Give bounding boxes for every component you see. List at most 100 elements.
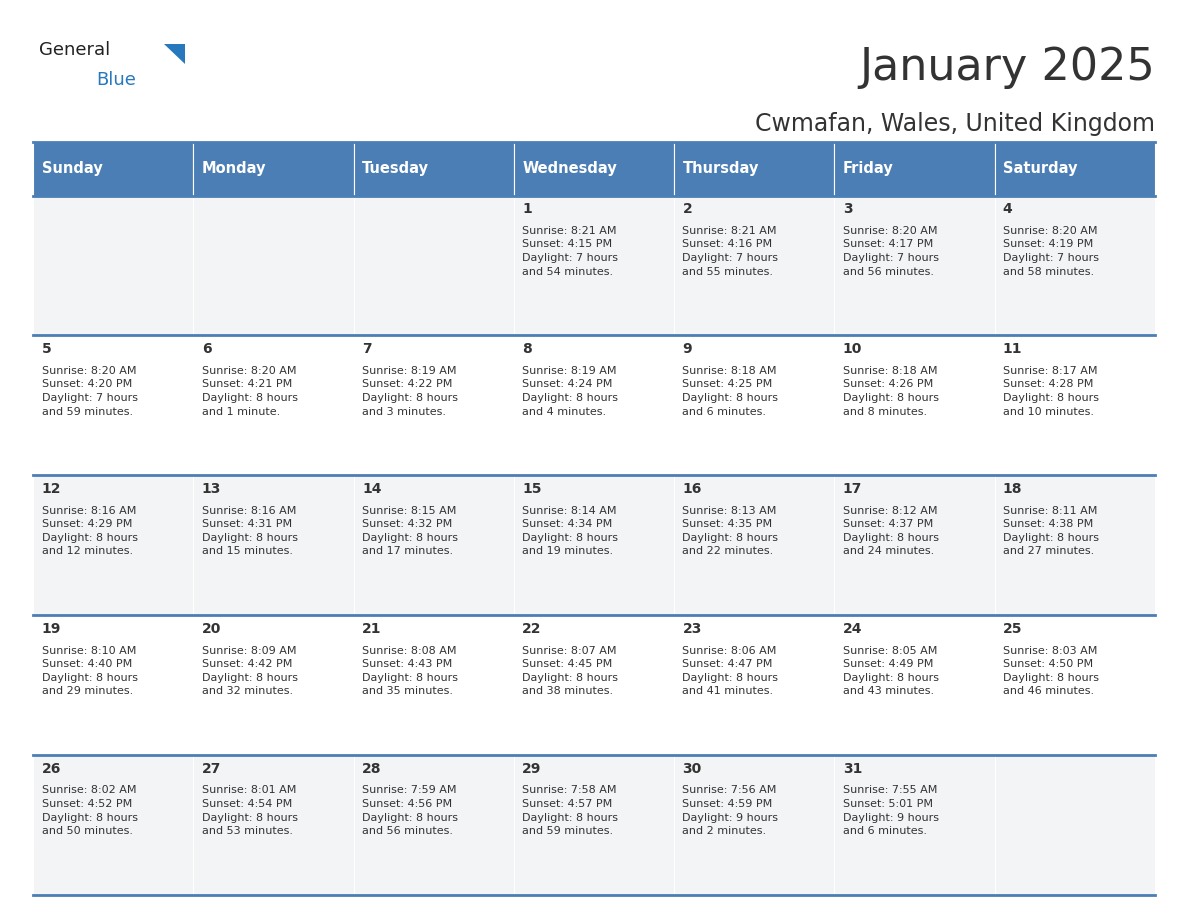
Text: Sunrise: 8:05 AM
Sunset: 4:49 PM
Daylight: 8 hours
and 43 minutes.: Sunrise: 8:05 AM Sunset: 4:49 PM Dayligh…	[842, 645, 939, 697]
Text: 14: 14	[362, 482, 381, 496]
Bar	[354, 476, 514, 615]
Text: 25: 25	[1003, 621, 1023, 635]
Text: 8: 8	[523, 341, 532, 356]
Text: Sunrise: 8:20 AM
Sunset: 4:19 PM
Daylight: 7 hours
and 58 minutes.: Sunrise: 8:20 AM Sunset: 4:19 PM Dayligh…	[1003, 226, 1099, 276]
Bar	[194, 142, 354, 196]
Text: Sunrise: 8:21 AM
Sunset: 4:15 PM
Daylight: 7 hours
and 54 minutes.: Sunrise: 8:21 AM Sunset: 4:15 PM Dayligh…	[523, 226, 618, 276]
Bar	[674, 615, 834, 756]
Text: 23: 23	[682, 621, 702, 635]
Bar	[33, 756, 194, 895]
Bar	[514, 142, 674, 196]
Bar	[674, 756, 834, 895]
Bar	[674, 196, 834, 335]
Text: Sunrise: 8:16 AM
Sunset: 4:29 PM
Daylight: 8 hours
and 12 minutes.: Sunrise: 8:16 AM Sunset: 4:29 PM Dayligh…	[42, 506, 138, 556]
Text: 11: 11	[1003, 341, 1023, 356]
Text: Sunrise: 8:18 AM
Sunset: 4:26 PM
Daylight: 8 hours
and 8 minutes.: Sunrise: 8:18 AM Sunset: 4:26 PM Dayligh…	[842, 365, 939, 417]
Text: 26: 26	[42, 762, 61, 776]
Bar	[834, 335, 994, 476]
Text: Wednesday: Wednesday	[523, 162, 617, 176]
Bar	[33, 615, 194, 756]
Text: Sunrise: 8:16 AM
Sunset: 4:31 PM
Daylight: 8 hours
and 15 minutes.: Sunrise: 8:16 AM Sunset: 4:31 PM Dayligh…	[202, 506, 298, 556]
Text: Sunrise: 8:17 AM
Sunset: 4:28 PM
Daylight: 8 hours
and 10 minutes.: Sunrise: 8:17 AM Sunset: 4:28 PM Dayligh…	[1003, 365, 1099, 417]
Text: Sunrise: 8:20 AM
Sunset: 4:21 PM
Daylight: 8 hours
and 1 minute.: Sunrise: 8:20 AM Sunset: 4:21 PM Dayligh…	[202, 365, 298, 417]
Text: 20: 20	[202, 621, 221, 635]
Text: Sunrise: 8:19 AM
Sunset: 4:24 PM
Daylight: 8 hours
and 4 minutes.: Sunrise: 8:19 AM Sunset: 4:24 PM Dayligh…	[523, 365, 618, 417]
Text: Sunrise: 8:08 AM
Sunset: 4:43 PM
Daylight: 8 hours
and 35 minutes.: Sunrise: 8:08 AM Sunset: 4:43 PM Dayligh…	[362, 645, 459, 697]
Text: Sunrise: 8:02 AM
Sunset: 4:52 PM
Daylight: 8 hours
and 50 minutes.: Sunrise: 8:02 AM Sunset: 4:52 PM Dayligh…	[42, 786, 138, 836]
Text: Sunrise: 8:18 AM
Sunset: 4:25 PM
Daylight: 8 hours
and 6 minutes.: Sunrise: 8:18 AM Sunset: 4:25 PM Dayligh…	[682, 365, 778, 417]
Bar	[194, 615, 354, 756]
Bar	[674, 476, 834, 615]
Text: Sunday: Sunday	[42, 162, 102, 176]
Text: 10: 10	[842, 341, 862, 356]
Bar	[33, 335, 194, 476]
Text: Sunrise: 8:12 AM
Sunset: 4:37 PM
Daylight: 8 hours
and 24 minutes.: Sunrise: 8:12 AM Sunset: 4:37 PM Dayligh…	[842, 506, 939, 556]
Text: Sunrise: 8:19 AM
Sunset: 4:22 PM
Daylight: 8 hours
and 3 minutes.: Sunrise: 8:19 AM Sunset: 4:22 PM Dayligh…	[362, 365, 459, 417]
Polygon shape	[164, 44, 185, 64]
Bar	[994, 335, 1155, 476]
Bar	[354, 196, 514, 335]
Text: 31: 31	[842, 762, 862, 776]
Text: 4: 4	[1003, 202, 1012, 216]
Bar	[514, 756, 674, 895]
Text: Cwmafan, Wales, United Kingdom: Cwmafan, Wales, United Kingdom	[754, 112, 1155, 136]
Text: 30: 30	[682, 762, 702, 776]
Text: Sunrise: 8:15 AM
Sunset: 4:32 PM
Daylight: 8 hours
and 17 minutes.: Sunrise: 8:15 AM Sunset: 4:32 PM Dayligh…	[362, 506, 459, 556]
Text: Sunrise: 8:01 AM
Sunset: 4:54 PM
Daylight: 8 hours
and 53 minutes.: Sunrise: 8:01 AM Sunset: 4:54 PM Dayligh…	[202, 786, 298, 836]
Bar	[674, 142, 834, 196]
Bar	[514, 335, 674, 476]
Bar	[194, 476, 354, 615]
Bar	[194, 196, 354, 335]
Text: Sunrise: 7:59 AM
Sunset: 4:56 PM
Daylight: 8 hours
and 56 minutes.: Sunrise: 7:59 AM Sunset: 4:56 PM Dayligh…	[362, 786, 459, 836]
Bar	[994, 196, 1155, 335]
Text: Sunrise: 8:03 AM
Sunset: 4:50 PM
Daylight: 8 hours
and 46 minutes.: Sunrise: 8:03 AM Sunset: 4:50 PM Dayligh…	[1003, 645, 1099, 697]
Text: Sunrise: 8:06 AM
Sunset: 4:47 PM
Daylight: 8 hours
and 41 minutes.: Sunrise: 8:06 AM Sunset: 4:47 PM Dayligh…	[682, 645, 778, 697]
Text: Sunrise: 8:13 AM
Sunset: 4:35 PM
Daylight: 8 hours
and 22 minutes.: Sunrise: 8:13 AM Sunset: 4:35 PM Dayligh…	[682, 506, 778, 556]
Text: 5: 5	[42, 341, 51, 356]
Bar	[514, 476, 674, 615]
Bar	[994, 142, 1155, 196]
Text: Thursday: Thursday	[682, 162, 759, 176]
Text: 18: 18	[1003, 482, 1023, 496]
Text: Monday: Monday	[202, 162, 266, 176]
Text: 27: 27	[202, 762, 221, 776]
Bar	[674, 335, 834, 476]
Text: 2: 2	[682, 202, 693, 216]
Bar	[33, 142, 194, 196]
Bar	[994, 615, 1155, 756]
Text: 6: 6	[202, 341, 211, 356]
Bar	[33, 476, 194, 615]
Bar	[994, 756, 1155, 895]
Bar	[514, 196, 674, 335]
Text: 13: 13	[202, 482, 221, 496]
Bar	[354, 756, 514, 895]
Bar	[834, 615, 994, 756]
Text: 9: 9	[682, 341, 693, 356]
Text: 1: 1	[523, 202, 532, 216]
Bar	[834, 196, 994, 335]
Text: 29: 29	[523, 762, 542, 776]
Text: Sunrise: 8:14 AM
Sunset: 4:34 PM
Daylight: 8 hours
and 19 minutes.: Sunrise: 8:14 AM Sunset: 4:34 PM Dayligh…	[523, 506, 618, 556]
Text: Sunrise: 8:20 AM
Sunset: 4:17 PM
Daylight: 7 hours
and 56 minutes.: Sunrise: 8:20 AM Sunset: 4:17 PM Dayligh…	[842, 226, 939, 276]
Text: Sunrise: 7:58 AM
Sunset: 4:57 PM
Daylight: 8 hours
and 59 minutes.: Sunrise: 7:58 AM Sunset: 4:57 PM Dayligh…	[523, 786, 618, 836]
Text: Sunrise: 7:55 AM
Sunset: 5:01 PM
Daylight: 9 hours
and 6 minutes.: Sunrise: 7:55 AM Sunset: 5:01 PM Dayligh…	[842, 786, 939, 836]
Text: Saturday: Saturday	[1003, 162, 1078, 176]
Text: Sunrise: 8:21 AM
Sunset: 4:16 PM
Daylight: 7 hours
and 55 minutes.: Sunrise: 8:21 AM Sunset: 4:16 PM Dayligh…	[682, 226, 778, 276]
Bar	[834, 756, 994, 895]
Text: 17: 17	[842, 482, 862, 496]
Bar	[834, 142, 994, 196]
Text: General: General	[39, 41, 110, 60]
Text: 28: 28	[362, 762, 381, 776]
Bar	[514, 615, 674, 756]
Bar	[33, 196, 194, 335]
Text: Tuesday: Tuesday	[362, 162, 429, 176]
Text: Sunrise: 8:07 AM
Sunset: 4:45 PM
Daylight: 8 hours
and 38 minutes.: Sunrise: 8:07 AM Sunset: 4:45 PM Dayligh…	[523, 645, 618, 697]
Bar	[354, 142, 514, 196]
Text: 19: 19	[42, 621, 61, 635]
Text: 22: 22	[523, 621, 542, 635]
Text: Sunrise: 8:20 AM
Sunset: 4:20 PM
Daylight: 7 hours
and 59 minutes.: Sunrise: 8:20 AM Sunset: 4:20 PM Dayligh…	[42, 365, 138, 417]
Text: 12: 12	[42, 482, 61, 496]
Text: 3: 3	[842, 202, 852, 216]
Text: 15: 15	[523, 482, 542, 496]
Bar	[354, 335, 514, 476]
